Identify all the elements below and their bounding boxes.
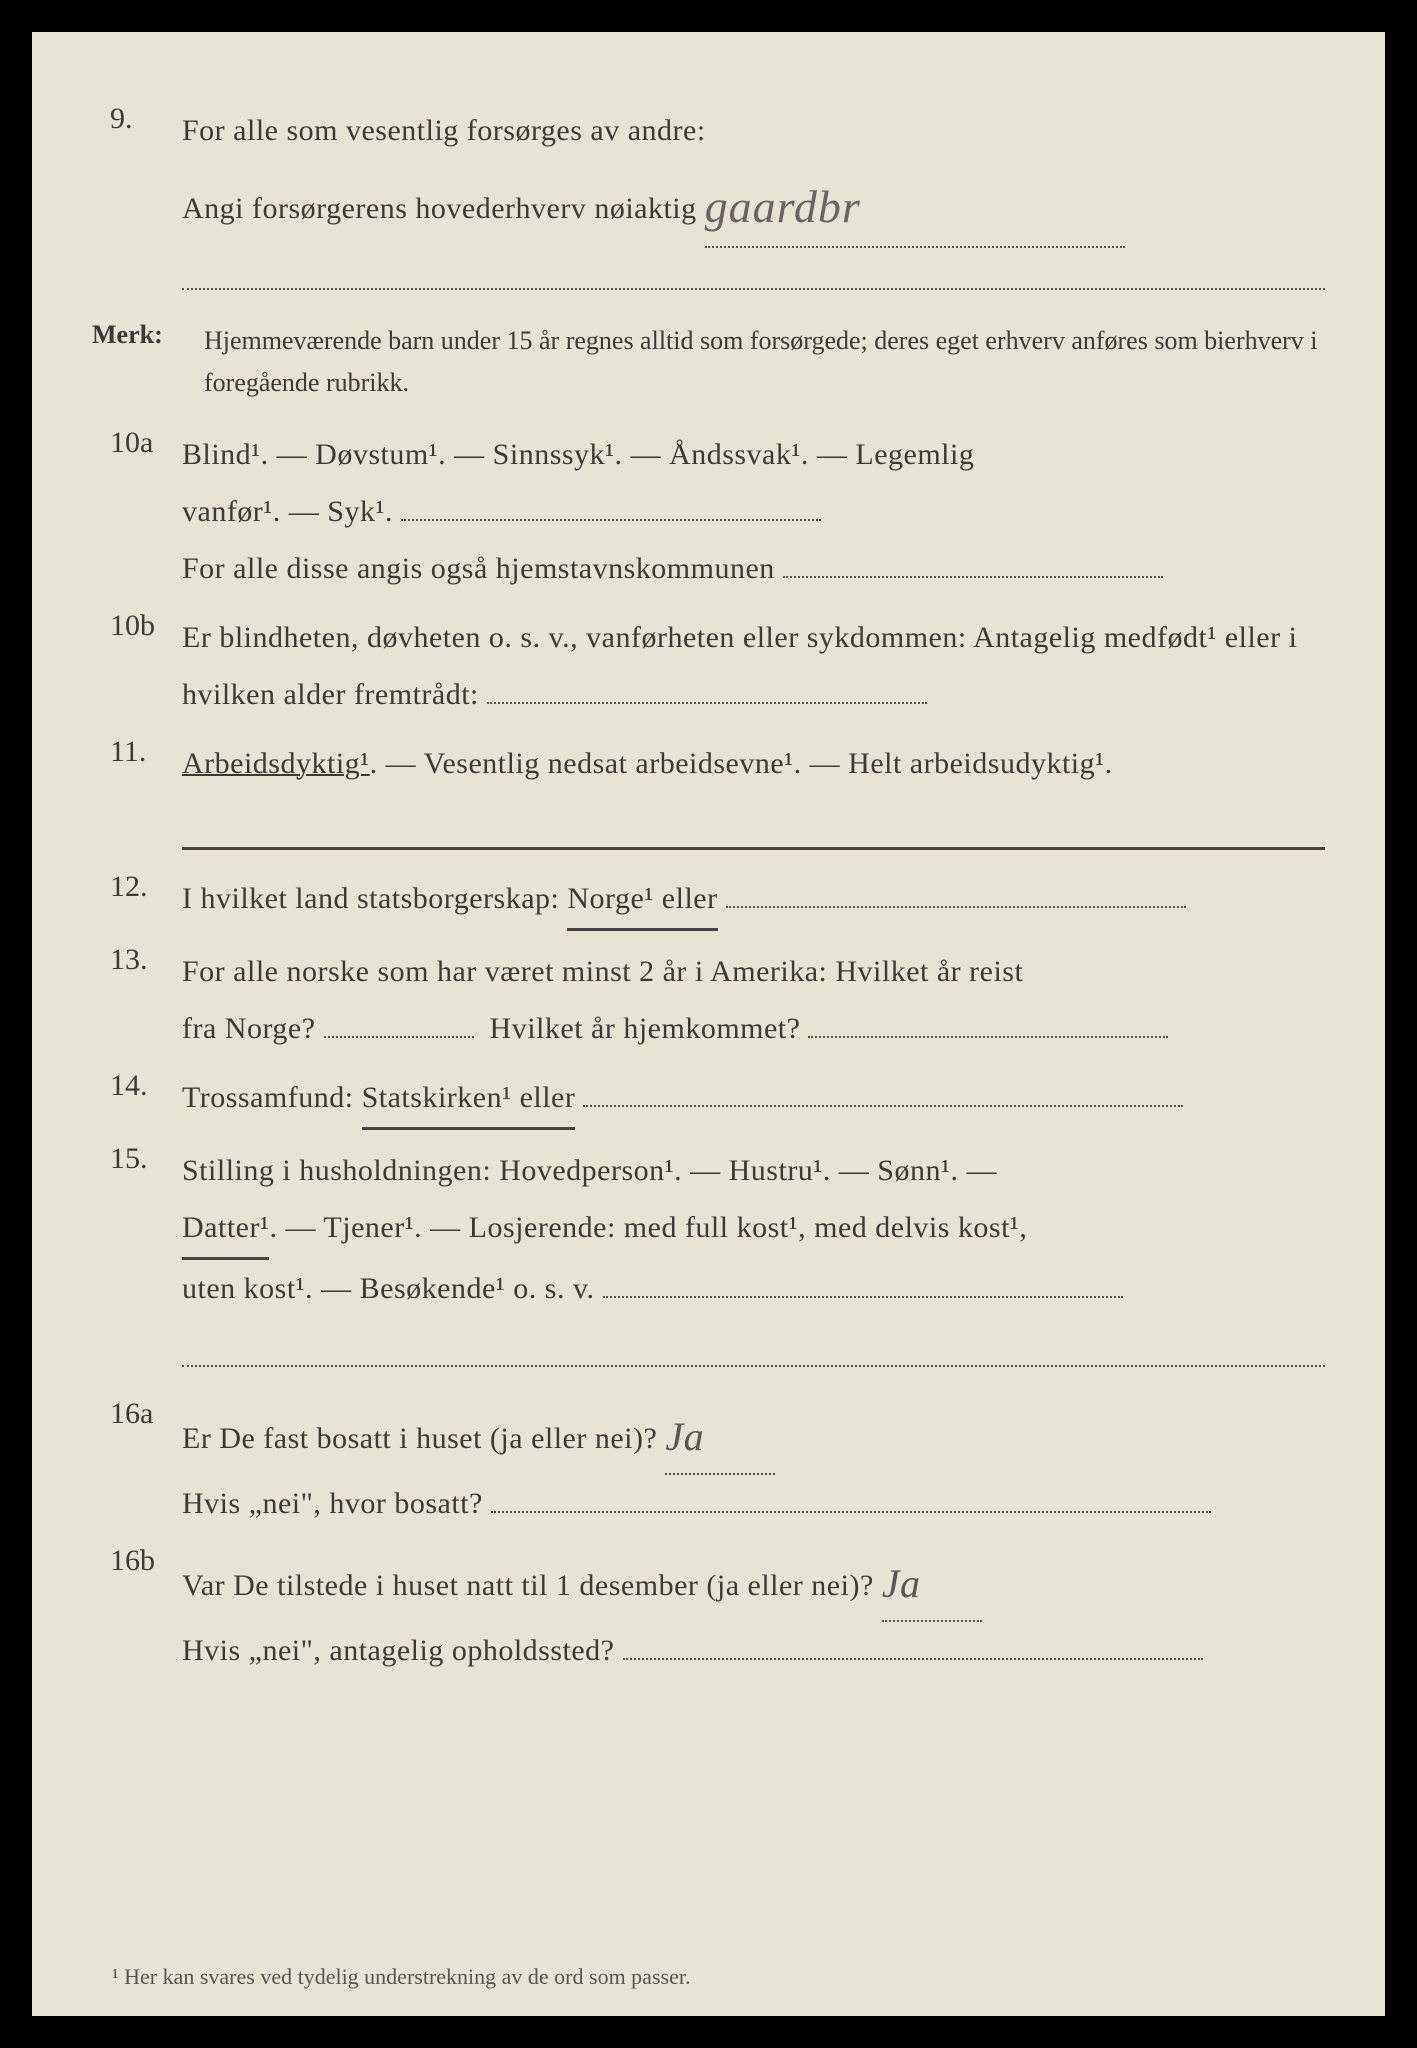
q16a-q2: Hvis „nei", hvor bosatt? bbox=[182, 1487, 483, 1520]
q11-opt1: Arbeidsdyktig¹ bbox=[182, 747, 370, 780]
q9-number: 9. bbox=[92, 102, 182, 136]
q15-line2a: Datter¹ bbox=[182, 1199, 269, 1260]
q9-blank-line bbox=[182, 266, 1325, 290]
q11-content: Arbeidsdyktig¹. — Vesentlig nedsat arbei… bbox=[182, 735, 1325, 792]
q15-number: 15. bbox=[92, 1142, 182, 1176]
q15-line2b: . — Tjener¹. — Losjerende: med full kost… bbox=[269, 1211, 1027, 1244]
q16a-number: 16a bbox=[92, 1397, 182, 1431]
q14-content: Trossamfund: Statskirken¹ eller bbox=[182, 1069, 1325, 1130]
q16a-blank2 bbox=[491, 1511, 1211, 1513]
question-10b: 10b Er blindheten, døvheten o. s. v., va… bbox=[92, 609, 1325, 723]
q10a-line3: For alle disse angis også hjemstavnskomm… bbox=[182, 552, 775, 585]
q14-pre: Trossamfund: bbox=[182, 1081, 362, 1114]
q10a-blank1 bbox=[401, 519, 821, 521]
q13-blank2 bbox=[808, 1036, 1168, 1038]
q15-blank bbox=[603, 1296, 1123, 1298]
divider-11 bbox=[182, 820, 1325, 850]
document-page: 9. For alle som vesentlig forsørges av a… bbox=[32, 32, 1385, 2016]
q16a-content: Er De fast bosatt i huset (ja eller nei)… bbox=[182, 1397, 1325, 1532]
q16b-blank2 bbox=[623, 1658, 1203, 1660]
merk-text: Hjemmeværende barn under 15 år regnes al… bbox=[182, 320, 1325, 403]
q16b-ans1-line: Ja bbox=[882, 1544, 982, 1622]
q13-line1: For alle norske som har været minst 2 år… bbox=[182, 955, 1023, 988]
q13-blank1 bbox=[324, 1036, 474, 1038]
question-15: 15. Stilling i husholdningen: Hovedperso… bbox=[92, 1142, 1325, 1385]
q10a-blank2 bbox=[783, 576, 1163, 578]
q15-line1: Stilling i husholdningen: Hovedperson¹. … bbox=[182, 1154, 997, 1187]
q10b-number: 10b bbox=[92, 609, 182, 643]
q9-answer-line: gaardbr bbox=[705, 159, 1125, 248]
q9-content: For alle som vesentlig forsørges av andr… bbox=[182, 102, 1325, 308]
q15-content: Stilling i husholdningen: Hovedperson¹. … bbox=[182, 1142, 1325, 1385]
q16b-q1: Var De tilstede i huset natt til 1 desem… bbox=[182, 1569, 874, 1602]
question-13: 13. For alle norske som har været minst … bbox=[92, 943, 1325, 1057]
question-11: 11. Arbeidsdyktig¹. — Vesentlig nedsat a… bbox=[92, 735, 1325, 792]
q15-line3: uten kost¹. — Besøkende¹ o. s. v. bbox=[182, 1272, 595, 1305]
q9-line2-pre: Angi forsørgerens hovederhverv nøiaktig bbox=[182, 192, 697, 225]
q12-content: I hvilket land statsborgerskap: Norge¹ e… bbox=[182, 870, 1325, 931]
q16b-number: 16b bbox=[92, 1544, 182, 1578]
question-16b: 16b Var De tilstede i huset natt til 1 d… bbox=[92, 1544, 1325, 1679]
q9-handwritten: gaardbr bbox=[705, 181, 861, 232]
q13-number: 13. bbox=[92, 943, 182, 977]
q16a-ans1-line: Ja bbox=[665, 1397, 775, 1475]
q14-under: Statskirken¹ eller bbox=[362, 1069, 576, 1130]
q14-number: 14. bbox=[92, 1069, 182, 1103]
q11-number: 11. bbox=[92, 735, 182, 769]
q11-rest: . — Vesentlig nedsat arbeidsevne¹. — Hel… bbox=[370, 747, 1113, 780]
question-9: 9. For alle som vesentlig forsørges av a… bbox=[92, 102, 1325, 308]
q10b-content: Er blindheten, døvheten o. s. v., vanfør… bbox=[182, 609, 1325, 723]
q16b-ans1: Ja bbox=[882, 1561, 921, 1606]
footnote: ¹ Her kan svares ved tydelig understrekn… bbox=[112, 1964, 690, 1990]
q13-line2b: Hvilket år hjemkommet? bbox=[490, 1012, 801, 1045]
q16b-content: Var De tilstede i huset natt til 1 desem… bbox=[182, 1544, 1325, 1679]
q10a-line1: Blind¹. — Døvstum¹. — Sinnssyk¹. — Åndss… bbox=[182, 438, 974, 471]
q10a-number: 10a bbox=[92, 426, 182, 460]
q16a-q1: Er De fast bosatt i huset (ja eller nei)… bbox=[182, 1422, 657, 1455]
q12-pre: I hvilket land statsborgerskap: bbox=[182, 882, 567, 915]
question-12: 12. I hvilket land statsborgerskap: Norg… bbox=[92, 870, 1325, 931]
q10b-text: Er blindheten, døvheten o. s. v., vanfør… bbox=[182, 621, 1297, 711]
merk-label: Merk: bbox=[92, 320, 182, 350]
q10a-content: Blind¹. — Døvstum¹. — Sinnssyk¹. — Åndss… bbox=[182, 426, 1325, 597]
question-10a: 10a Blind¹. — Døvstum¹. — Sinnssyk¹. — Å… bbox=[92, 426, 1325, 597]
q16b-q2: Hvis „nei", antagelig opholdssted? bbox=[182, 1634, 615, 1667]
q12-under: Norge¹ eller bbox=[567, 870, 717, 931]
question-16a: 16a Er De fast bosatt i huset (ja eller … bbox=[92, 1397, 1325, 1532]
merk-note: Merk: Hjemmeværende barn under 15 år reg… bbox=[92, 320, 1325, 403]
q13-content: For alle norske som har været minst 2 år… bbox=[182, 943, 1325, 1057]
q12-number: 12. bbox=[92, 870, 182, 904]
q14-blank bbox=[583, 1105, 1183, 1107]
q12-blank bbox=[726, 906, 1186, 908]
q10b-blank bbox=[487, 702, 927, 704]
q16a-ans1: Ja bbox=[665, 1414, 704, 1459]
q9-line1: For alle som vesentlig forsørges av andr… bbox=[182, 114, 706, 147]
q15-blank-line bbox=[182, 1343, 1325, 1367]
question-14: 14. Trossamfund: Statskirken¹ eller bbox=[92, 1069, 1325, 1130]
q10a-line2: vanfør¹. — Syk¹. bbox=[182, 495, 393, 528]
q13-line2a: fra Norge? bbox=[182, 1012, 316, 1045]
